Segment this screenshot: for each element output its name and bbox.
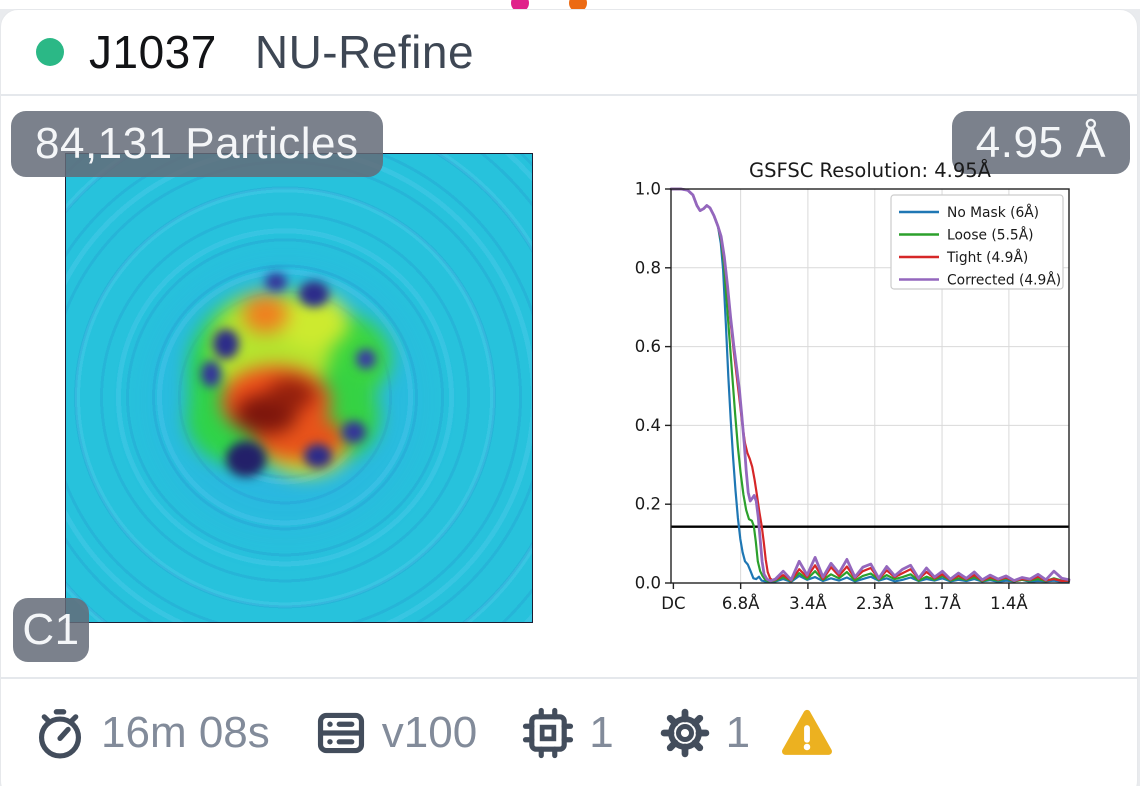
svg-text:1.7Å: 1.7Å — [923, 594, 961, 613]
particle-map-image — [65, 153, 533, 623]
runtime-label: 16m 08s — [101, 708, 270, 757]
chip-icon — [523, 707, 574, 759]
job-card-header: J1037 NU-Refine — [1, 10, 1137, 94]
footer-divider — [1, 677, 1137, 679]
runtime-group: 16m 08s — [33, 706, 270, 760]
header-divider — [1, 94, 1137, 96]
server-icon — [317, 712, 364, 754]
job-card[interactable]: J1037 NU-Refine — [0, 9, 1138, 786]
gsfsc-chart: 1.0 0.8 0.6 0.4 0.2 0.0DC 6.8Å 3.4Å 2.3Å 1.7Å 1.4Å… — [635, 159, 1071, 613]
param-count-label: 1 — [725, 708, 751, 757]
resolution-badge: 4.95 Å — [951, 111, 1130, 174]
svg-text:Corrected (4.9Å): Corrected (4.9Å) — [947, 272, 1061, 289]
svg-text:1.4Å: 1.4Å — [990, 594, 1028, 613]
particle-count-label: 84,131 Particles — [35, 119, 359, 168]
svg-text:0.0: 0.0 — [635, 574, 661, 593]
svg-text:0.6: 0.6 — [635, 337, 661, 356]
svg-text:0.2: 0.2 — [635, 495, 661, 514]
svg-text:2.3Å: 2.3Å — [856, 594, 894, 613]
resolution-label: 4.95 Å — [975, 117, 1106, 167]
job-card-footer: 16m 08s v100 — [1, 679, 1137, 786]
warning-group — [780, 706, 834, 760]
gear-icon — [660, 708, 709, 758]
adjacent-card-strip — [0, 0, 1140, 12]
particle-count-badge: 84,131 Particles — [11, 111, 383, 177]
svg-text:Tight (4.9Å): Tight (4.9Å) — [946, 249, 1028, 266]
symmetry-label: C1 — [22, 605, 80, 654]
gpu-type-group: v100 — [314, 706, 477, 760]
svg-text:0.8: 0.8 — [635, 258, 661, 277]
svg-text:DC: DC — [661, 594, 685, 613]
gpu-count-group: 1 — [521, 706, 614, 760]
job-id: J1037 — [89, 26, 217, 78]
svg-text:6.8Å: 6.8Å — [722, 594, 760, 613]
job-type: NU-Refine — [254, 26, 475, 78]
param-count-group: 1 — [658, 706, 750, 760]
svg-text:0.4: 0.4 — [635, 416, 661, 435]
svg-text:GSFSC Resolution: 4.95Å: GSFSC Resolution: 4.95Å — [749, 159, 992, 182]
gpu-type-label: v100 — [381, 708, 478, 757]
svg-text:3.4Å: 3.4Å — [789, 594, 827, 613]
gpu-count-label: 1 — [589, 708, 614, 757]
svg-text:No Mask (6Å): No Mask (6Å) — [947, 204, 1039, 221]
svg-text:Loose (5.5Å): Loose (5.5Å) — [947, 227, 1034, 244]
svg-text:1.0: 1.0 — [635, 180, 661, 199]
symmetry-badge: C1 — [13, 598, 89, 662]
stopwatch-icon — [38, 709, 82, 759]
job-status-dot — [36, 38, 64, 66]
warning-icon — [782, 709, 833, 755]
